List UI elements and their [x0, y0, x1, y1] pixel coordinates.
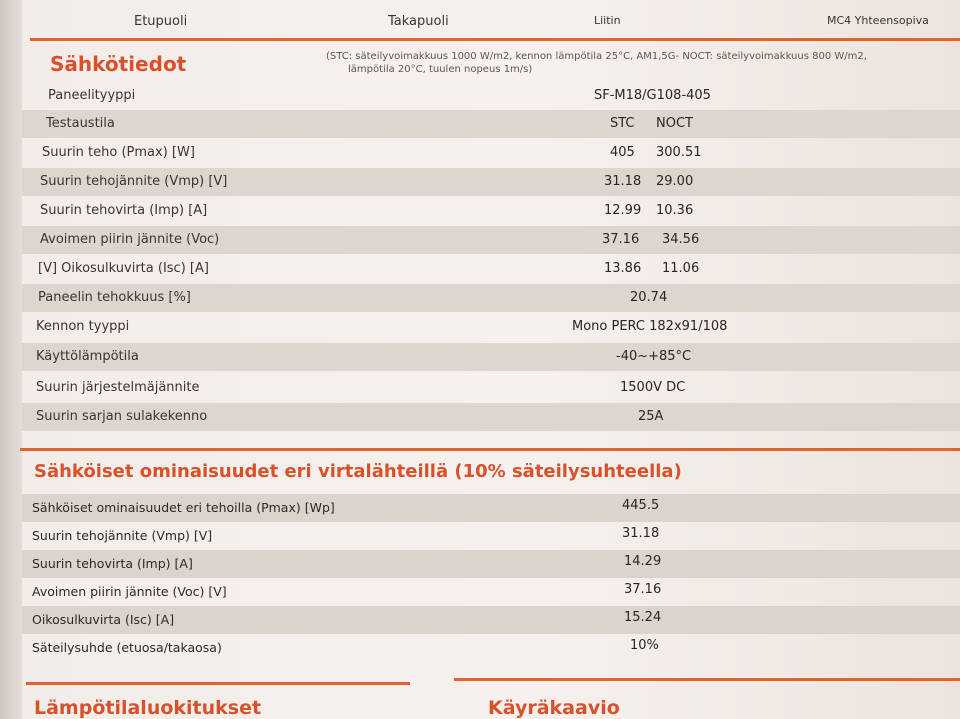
bifacial-label: Säteilysuhde (etuosa/takaosa) — [32, 640, 222, 655]
spec-label: Kennon tyyppi — [36, 319, 130, 334]
spec-row-isc: [V] Oikosulkuvirta (Isc) [A] 13.86 11.06 — [22, 255, 960, 283]
spec-row-fuse-rating: Suurin sarjan sulakekenno 25A — [22, 403, 960, 431]
spec-value-noct: 10.36 — [656, 203, 694, 218]
spec-value: 1500V DC — [620, 380, 686, 395]
spec-value-noct: 11.06 — [662, 261, 700, 276]
header-tab-connector: Liitin — [594, 14, 621, 27]
bifacial-value: 14.29 — [624, 554, 662, 569]
spec-label: Suurin tehovirta (Imp) [A] — [40, 203, 208, 218]
spec-value: -40~+85°C — [616, 349, 692, 364]
bifacial-value: 445.5 — [622, 498, 660, 513]
spec-label: Paneelin tehokkuus [%] — [38, 290, 191, 305]
spec-row-panel-type: Paneelityyppi SF-M18/G108-405 — [22, 82, 960, 110]
bifacial-value: 31.18 — [622, 526, 660, 541]
spec-value-stc: 31.18 — [604, 174, 642, 189]
spec-value-stc: 37.16 — [602, 232, 640, 247]
spec-label: Avoimen piirin jännite (Voc) — [40, 232, 220, 247]
spec-value: SF-M18/G108-405 — [594, 88, 711, 103]
spec-row-operating-temp: Käyttölämpötila -40~+85°C — [22, 343, 960, 371]
spec-row-voc: Avoimen piirin jännite (Voc) 37.16 34.56 — [22, 226, 960, 254]
bifacial-label: Suurin tehovirta (Imp) [A] — [32, 556, 193, 571]
bifacial-row-voc: Avoimen piirin jännite (Voc) [V] 37.16 — [22, 578, 960, 606]
spec-label: Suurin tehojännite (Vmp) [V] — [40, 174, 228, 189]
bifacial-row-ratio: Säteilysuhde (etuosa/takaosa) 10% — [22, 634, 960, 662]
spec-value-noct: 300.51 — [656, 145, 702, 160]
spec-value: 20.74 — [630, 290, 668, 305]
spec-row-max-system-voltage: Suurin järjestelmäjännite 1500V DC — [22, 374, 960, 402]
spec-label: Suurin teho (Pmax) [W] — [42, 145, 195, 160]
bifacial-value: 10% — [630, 638, 659, 653]
test-conditions-note: (STC: säteilyvoimakkuus 1000 W/m2, kenno… — [326, 50, 946, 76]
bifacial-value: 37.16 — [624, 582, 662, 597]
spec-value: Mono PERC 182x91/108 — [572, 319, 728, 334]
spec-row-efficiency: Paneelin tehokkuus [%] 20.74 — [22, 284, 960, 312]
bifacial-label: Avoimen piirin jännite (Voc) [V] — [32, 584, 227, 599]
test-conditions-line-2: lämpötila 20°C, tuulen nopeus 1m/s) — [348, 64, 533, 75]
section-divider-top — [30, 38, 960, 41]
divider-curve — [454, 678, 960, 681]
spec-label: Suurin sarjan sulakekenno — [36, 409, 208, 424]
header-tab-back: Takapuoli — [388, 14, 449, 29]
divider-temperature — [26, 682, 410, 685]
bifacial-row-imp: Suurin tehovirta (Imp) [A] 14.29 — [22, 550, 960, 578]
section-title-electrical: Sähkötiedot — [50, 52, 187, 76]
spec-value: 25A — [638, 409, 664, 424]
spec-value-noct: 29.00 — [656, 174, 694, 189]
spec-row-test-mode: Testaustila STC NOCT — [22, 110, 960, 138]
spec-label: Käyttölämpötila — [36, 349, 139, 364]
section-title-bifacial: Sähköiset ominaisuudet eri virtalähteill… — [34, 461, 682, 482]
spec-label: Suurin järjestelmäjännite — [36, 380, 200, 395]
header-row: Etupuoli Takapuoli Liitin MC4 Yhteensopi… — [22, 10, 960, 32]
spec-value-stc: STC — [610, 116, 635, 131]
section-divider-bifacial — [20, 448, 960, 451]
spec-row-pmax: Suurin teho (Pmax) [W] 405 300.51 — [22, 139, 960, 167]
bifacial-label: Sähköiset ominaisuudet eri tehoilla (Pma… — [32, 500, 335, 515]
bifacial-label: Oikosulkuvirta (Isc) [A] — [32, 612, 175, 627]
spec-row-imp: Suurin tehovirta (Imp) [A] 12.99 10.36 — [22, 197, 960, 225]
spec-value-noct: 34.56 — [662, 232, 700, 247]
test-conditions-line-1: (STC: säteilyvoimakkuus 1000 W/m2, kenno… — [326, 51, 867, 62]
spec-row-vmp: Suurin tehojännite (Vmp) [V] 31.18 29.00 — [22, 168, 960, 196]
section-title-temperature: Lämpötilaluokitukset — [34, 697, 262, 719]
bifacial-value: 15.24 — [624, 610, 662, 625]
page-edge-shadow — [0, 0, 22, 719]
header-tab-mc4: MC4 Yhteensopiva — [827, 14, 929, 27]
spec-value-noct: NOCT — [656, 116, 693, 131]
spec-label: [V] Oikosulkuvirta (Isc) [A] — [38, 261, 209, 276]
bifacial-row-isc: Oikosulkuvirta (Isc) [A] 15.24 — [22, 606, 960, 634]
bifacial-row-pmax: Sähköiset ominaisuudet eri tehoilla (Pma… — [22, 494, 960, 522]
spec-value-stc: 405 — [610, 145, 635, 160]
bifacial-row-vmp: Suurin tehojännite (Vmp) [V] 31.18 — [22, 522, 960, 550]
spec-row-cell-type: Kennon tyyppi Mono PERC 182x91/108 — [22, 313, 960, 341]
bifacial-label: Suurin tehojännite (Vmp) [V] — [32, 528, 213, 543]
spec-label: Paneelityyppi — [48, 88, 136, 103]
section-title-curve: Käyräkaavio — [488, 697, 620, 719]
header-tab-front: Etupuoli — [134, 14, 188, 29]
spec-value-stc: 12.99 — [604, 203, 642, 218]
spec-value-stc: 13.86 — [604, 261, 642, 276]
spec-label: Testaustila — [46, 116, 115, 131]
